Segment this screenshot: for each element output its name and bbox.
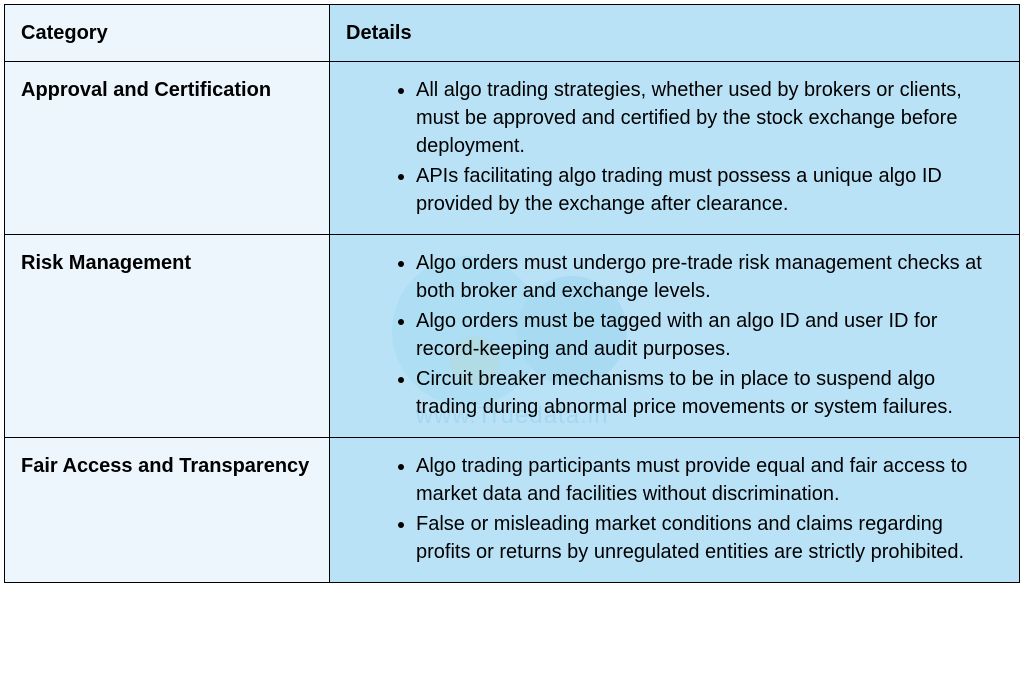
category-label: Approval and Certification [21,79,271,101]
category-cell: Approval and Certification [5,62,330,235]
details-item: Circuit breaker mechanisms to be in plac… [416,365,987,421]
details-item: All algo trading strategies, whether use… [416,76,987,160]
details-item: Algo orders must be tagged with an algo … [416,307,987,363]
details-list: All algo trading strategies, whether use… [346,76,1003,218]
table-row: Approval and Certification All algo trad… [5,62,1020,235]
details-item: APIs facilitating algo trading must poss… [416,162,987,218]
details-cell: Algo orders must undergo pre-trade risk … [330,235,1020,438]
regulations-table: Category Details Approval and Certificat… [4,4,1020,583]
column-header-details: Details [330,5,1020,62]
table-row: Fair Access and Transparency Algo tradin… [5,438,1020,583]
details-list: Algo orders must undergo pre-trade risk … [346,249,1003,421]
details-cell: All algo trading strategies, whether use… [330,62,1020,235]
category-cell: Risk Management [5,235,330,438]
table-row: Risk Management Algo orders must undergo… [5,235,1020,438]
details-cell: Algo trading participants must provide e… [330,438,1020,583]
category-label: Fair Access and Transparency [21,455,309,477]
category-label: Risk Management [21,252,191,274]
details-item: Algo orders must undergo pre-trade risk … [416,249,987,305]
table-header-row: Category Details [5,5,1020,62]
details-item: Algo trading participants must provide e… [416,452,987,508]
category-cell: Fair Access and Transparency [5,438,330,583]
column-header-category: Category [5,5,330,62]
details-item: False or misleading market conditions an… [416,510,987,566]
details-list: Algo trading participants must provide e… [346,452,1003,566]
